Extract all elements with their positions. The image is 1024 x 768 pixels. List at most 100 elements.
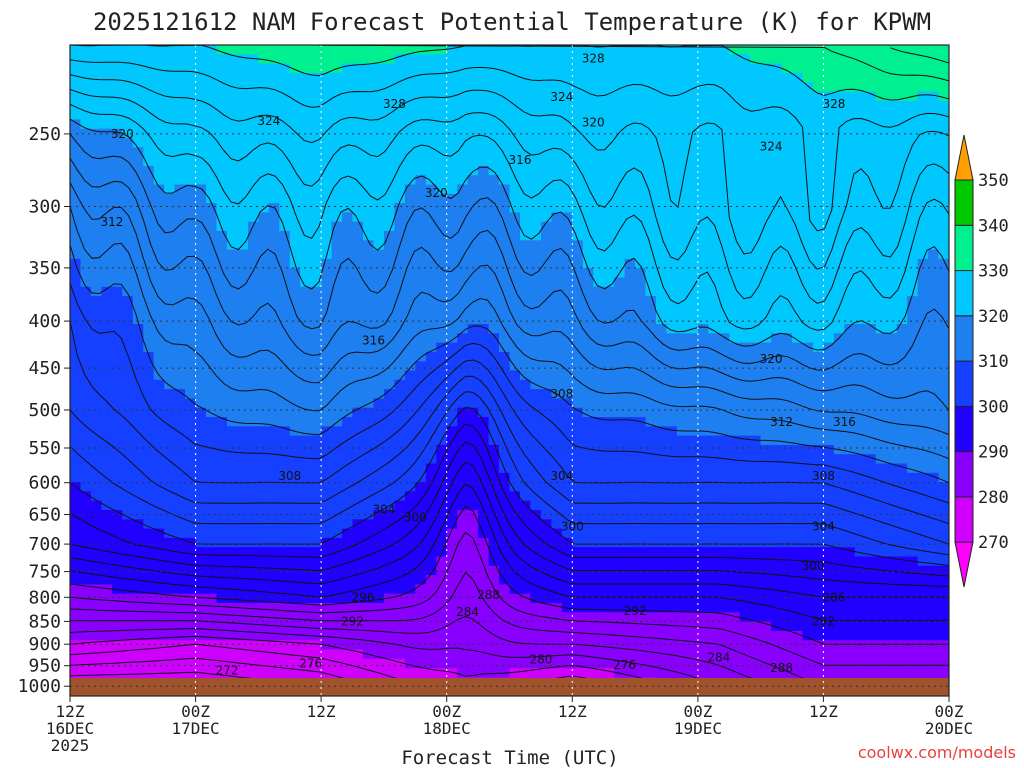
- theta-cell: [666, 119, 678, 130]
- theta-cell: [143, 435, 155, 446]
- theta-cell: [206, 630, 218, 641]
- theta-cell: [185, 82, 197, 93]
- theta-cell: [593, 361, 605, 372]
- theta-cell: [111, 184, 123, 195]
- theta-cell: [164, 286, 176, 297]
- theta-cell: [279, 547, 291, 558]
- theta-cell: [153, 351, 165, 362]
- theta-cell: [321, 175, 333, 186]
- theta-cell: [237, 537, 249, 548]
- theta-cell: [342, 565, 354, 576]
- theta-cell: [478, 621, 490, 632]
- theta-cell: [153, 333, 165, 344]
- theta-cell: [363, 119, 375, 130]
- theta-cell: [70, 630, 82, 641]
- theta-cell: [436, 640, 448, 651]
- theta-cell: [404, 649, 416, 660]
- theta-cell: [164, 231, 176, 241]
- theta-cell: [645, 128, 657, 139]
- theta-cell: [760, 286, 772, 297]
- theta-cell: [80, 212, 92, 223]
- theta-cell: [729, 119, 741, 130]
- theta-cell: [802, 482, 814, 492]
- theta-cell: [520, 603, 532, 613]
- theta-cell: [478, 444, 490, 455]
- theta-cell: [383, 407, 395, 418]
- theta-cell: [143, 203, 155, 213]
- theta-cell: [467, 370, 479, 381]
- theta-cell: [310, 277, 322, 288]
- theta-cell: [111, 351, 123, 362]
- theta-cell: [792, 537, 804, 548]
- theta-cell: [321, 510, 333, 520]
- theta-cell: [582, 630, 594, 641]
- theta-cell: [321, 491, 333, 502]
- theta-cell: [342, 472, 354, 483]
- theta-cell: [467, 324, 479, 334]
- theta-cell: [499, 649, 511, 660]
- theta-cell: [195, 630, 207, 641]
- theta-cell: [645, 184, 657, 195]
- theta-cell: [645, 482, 657, 492]
- theta-cell: [300, 72, 312, 83]
- theta-cell: [603, 379, 615, 390]
- theta-cell: [561, 444, 573, 455]
- theta-cell: [195, 584, 207, 595]
- theta-cell: [603, 231, 615, 241]
- theta-cell: [697, 351, 709, 362]
- theta-cell: [645, 82, 657, 93]
- theta-cell: [499, 128, 511, 139]
- theta-cell: [499, 630, 511, 641]
- theta-cell: [708, 63, 720, 74]
- theta-cell: [488, 454, 500, 465]
- theta-cell: [90, 147, 102, 158]
- theta-cell: [258, 528, 270, 539]
- theta-cell: [614, 82, 626, 93]
- theta-cell: [143, 231, 155, 241]
- theta-cell: [729, 668, 741, 678]
- theta-cell: [802, 324, 814, 334]
- theta-cell: [635, 212, 647, 223]
- theta-cell: [666, 240, 678, 251]
- theta-cell: [70, 584, 82, 595]
- theta-cell: [247, 454, 259, 465]
- theta-cell: [520, 54, 532, 65]
- theta-cell: [227, 119, 239, 130]
- theta-cell: [593, 268, 605, 279]
- theta-cell: [206, 417, 218, 427]
- theta-cell: [540, 565, 552, 576]
- theta-cell: [718, 621, 730, 632]
- theta-cell: [310, 417, 322, 427]
- theta-cell: [415, 333, 427, 344]
- theta-cell: [111, 547, 123, 558]
- theta-cell: [666, 407, 678, 418]
- theta-cell: [635, 110, 647, 120]
- theta-cell: [227, 54, 239, 65]
- theta-cell: [666, 444, 678, 455]
- theta-cell: [363, 379, 375, 390]
- theta-cell: [457, 119, 469, 130]
- theta-cell: [143, 156, 155, 167]
- theta-cell: [750, 491, 762, 502]
- theta-cell: [488, 398, 500, 409]
- theta-cell: [153, 156, 165, 167]
- theta-cell: [111, 668, 123, 678]
- theta-cell: [425, 361, 437, 372]
- theta-cell: [603, 128, 615, 139]
- theta-cell: [195, 147, 207, 158]
- theta-cell: [635, 324, 647, 334]
- theta-cell: [363, 147, 375, 158]
- theta-cell: [760, 138, 772, 148]
- theta-cell: [687, 463, 699, 474]
- theta-cell: [111, 510, 123, 520]
- theta-cell: [561, 472, 573, 483]
- theta-cell: [708, 537, 720, 548]
- theta-cell: [676, 138, 688, 148]
- theta-cell: [645, 463, 657, 474]
- theta-cell: [90, 156, 102, 167]
- theta-cell: [143, 82, 155, 93]
- theta-cell: [551, 231, 563, 241]
- theta-cell: [509, 324, 521, 334]
- theta-cell: [394, 668, 406, 678]
- theta-cell: [750, 138, 762, 148]
